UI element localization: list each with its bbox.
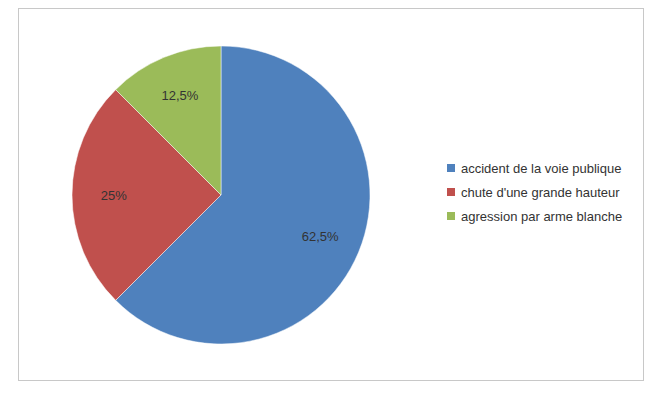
svg-text:62,5%: 62,5% xyxy=(302,229,339,244)
svg-text:12,5%: 12,5% xyxy=(162,88,199,103)
html-text:accident de la voie publique: accident de la voie publique xyxy=(461,160,622,176)
html-text:chute d'une grande hauteur: chute d'une grande hauteur xyxy=(461,184,620,200)
html-text:agression par arme blanche: agression par arme blanche xyxy=(461,208,623,224)
svg-text:25%: 25% xyxy=(101,188,127,203)
